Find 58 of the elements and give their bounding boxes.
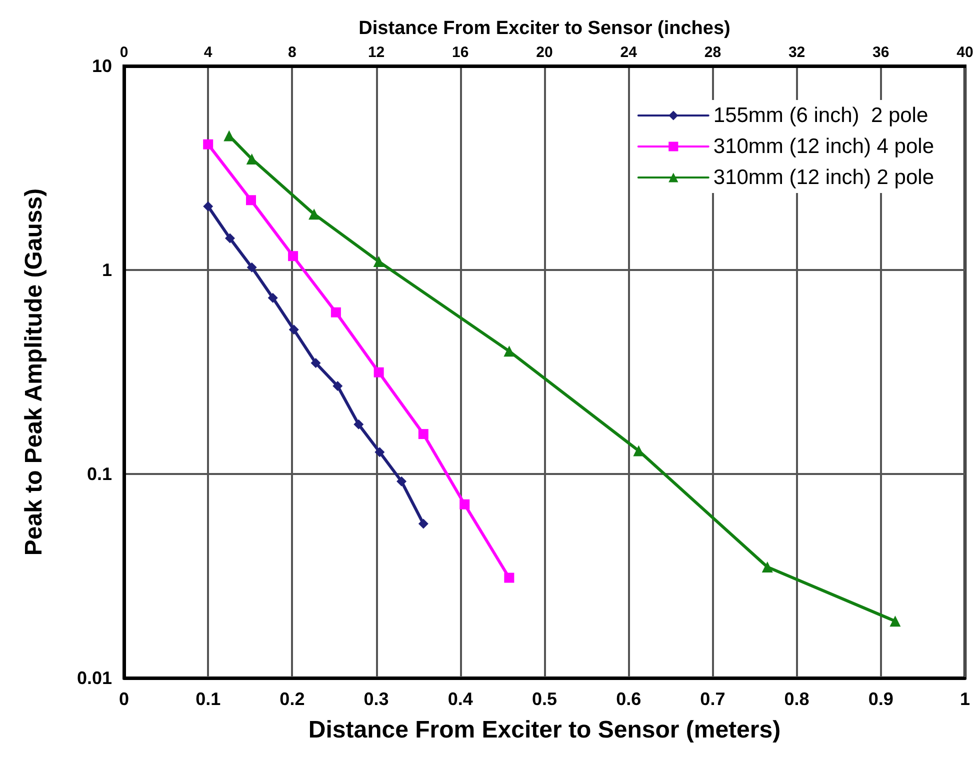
- point: [504, 572, 514, 583]
- x2-tick-label: 8: [288, 44, 296, 61]
- x-tick-label: 0.1: [196, 689, 221, 709]
- x2-tick-label: 12: [368, 44, 385, 61]
- point: [246, 154, 258, 165]
- legend-label: 310mm (12 inch) 2 pole: [713, 166, 934, 189]
- y-tick-label: 1: [102, 260, 112, 280]
- point: [374, 447, 385, 458]
- point: [460, 499, 470, 510]
- x-tick-label: 0.3: [364, 689, 389, 709]
- point: [633, 445, 644, 456]
- point: [308, 208, 320, 220]
- point: [203, 139, 214, 150]
- x2-tick-label: 20: [536, 44, 553, 61]
- x2-tick-label: 28: [704, 44, 722, 61]
- x-tick-label: 0.9: [868, 689, 894, 709]
- x-axis-title: Distance From Exciter to Sensor (meters): [308, 716, 781, 744]
- x-tick-label: 0.7: [700, 689, 726, 709]
- point: [373, 256, 384, 268]
- point: [354, 419, 364, 430]
- x2-tick-label: 32: [788, 44, 806, 61]
- x-tick-label: 1: [960, 689, 970, 709]
- point: [330, 307, 341, 318]
- point: [396, 476, 407, 486]
- point: [246, 195, 256, 206]
- point: [418, 429, 428, 440]
- point: [310, 358, 321, 368]
- legend-label: 310mm (12 inch) 4 pole: [713, 135, 934, 158]
- y-tick-label: 10: [92, 56, 112, 76]
- x-tick-label: 0.4: [448, 689, 473, 709]
- point: [762, 562, 773, 573]
- x-tick-label: 0.6: [616, 689, 642, 709]
- x2-axis-title: Distance From Exciter to Sensor (inches): [358, 18, 730, 39]
- x2-tick-label: 40: [956, 44, 974, 61]
- point: [203, 201, 214, 212]
- x2-tick-label: 24: [620, 44, 638, 61]
- x-tick-label: 0: [118, 689, 130, 709]
- x-tick-label: 0.2: [280, 689, 305, 709]
- x-tick-label: 0.8: [784, 689, 810, 709]
- point: [268, 292, 278, 303]
- point: [224, 233, 235, 244]
- point: [246, 262, 257, 272]
- x2-tick-label: 36: [872, 44, 890, 61]
- point: [288, 251, 298, 262]
- x2-tick-label: 0: [120, 44, 128, 61]
- point: [332, 381, 343, 391]
- x-tick-label: 0.5: [532, 689, 558, 709]
- y-tick-label: 0.1: [86, 464, 112, 484]
- y-tick-label: 0.01: [76, 668, 112, 688]
- point: [504, 346, 515, 357]
- point: [890, 616, 901, 627]
- x2-tick-label: 16: [452, 44, 469, 61]
- point: [418, 518, 428, 529]
- y-axis-title: Peak to Peak Amplitude (Gauss): [20, 188, 48, 556]
- point: [288, 324, 299, 335]
- x2-tick-label: 4: [204, 44, 213, 61]
- point: [374, 367, 384, 378]
- legend-label: 155mm (6 inch) 2 pole: [713, 104, 928, 127]
